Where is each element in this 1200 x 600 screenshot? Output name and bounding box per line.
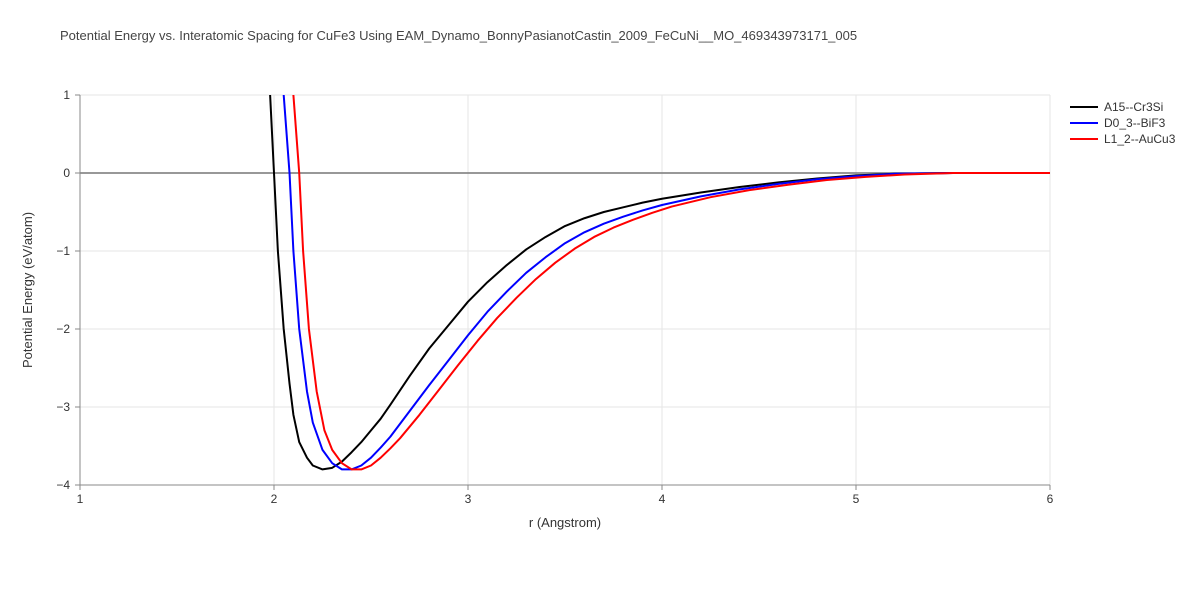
series-D0_3--BiF3 [284,95,1050,469]
legend-label: D0_3--BiF3 [1104,116,1165,130]
legend-swatch [1070,122,1098,124]
ytick-label: 0 [63,166,70,180]
legend-swatch [1070,106,1098,108]
xtick-label: 6 [1047,492,1054,506]
ytick-label: −3 [56,400,70,414]
chart-container: Potential Energy vs. Interatomic Spacing… [0,0,1200,600]
ytick-label: −4 [56,478,70,492]
legend-item[interactable]: D0_3--BiF3 [1070,116,1175,130]
legend-item[interactable]: L1_2--AuCu3 [1070,132,1175,146]
legend-label: L1_2--AuCu3 [1104,132,1175,146]
x-axis-label: r (Angstrom) [529,515,601,530]
y-axis-label: Potential Energy (eV/atom) [20,212,35,368]
ytick-label: 1 [63,88,70,102]
ytick-label: −2 [56,322,70,336]
xtick-label: 5 [853,492,860,506]
legend: A15--Cr3Si D0_3--BiF3 L1_2--AuCu3 [1070,100,1175,148]
legend-swatch [1070,138,1098,140]
xtick-label: 2 [271,492,278,506]
legend-label: A15--Cr3Si [1104,100,1163,114]
ytick-label: −1 [56,244,70,258]
chart-svg: 123456−4−3−2−101r (Angstrom)Potential En… [0,0,1200,600]
xtick-label: 1 [77,492,84,506]
legend-item[interactable]: A15--Cr3Si [1070,100,1175,114]
xtick-label: 4 [659,492,666,506]
xtick-label: 3 [465,492,472,506]
series-A15--Cr3Si [270,95,1050,469]
